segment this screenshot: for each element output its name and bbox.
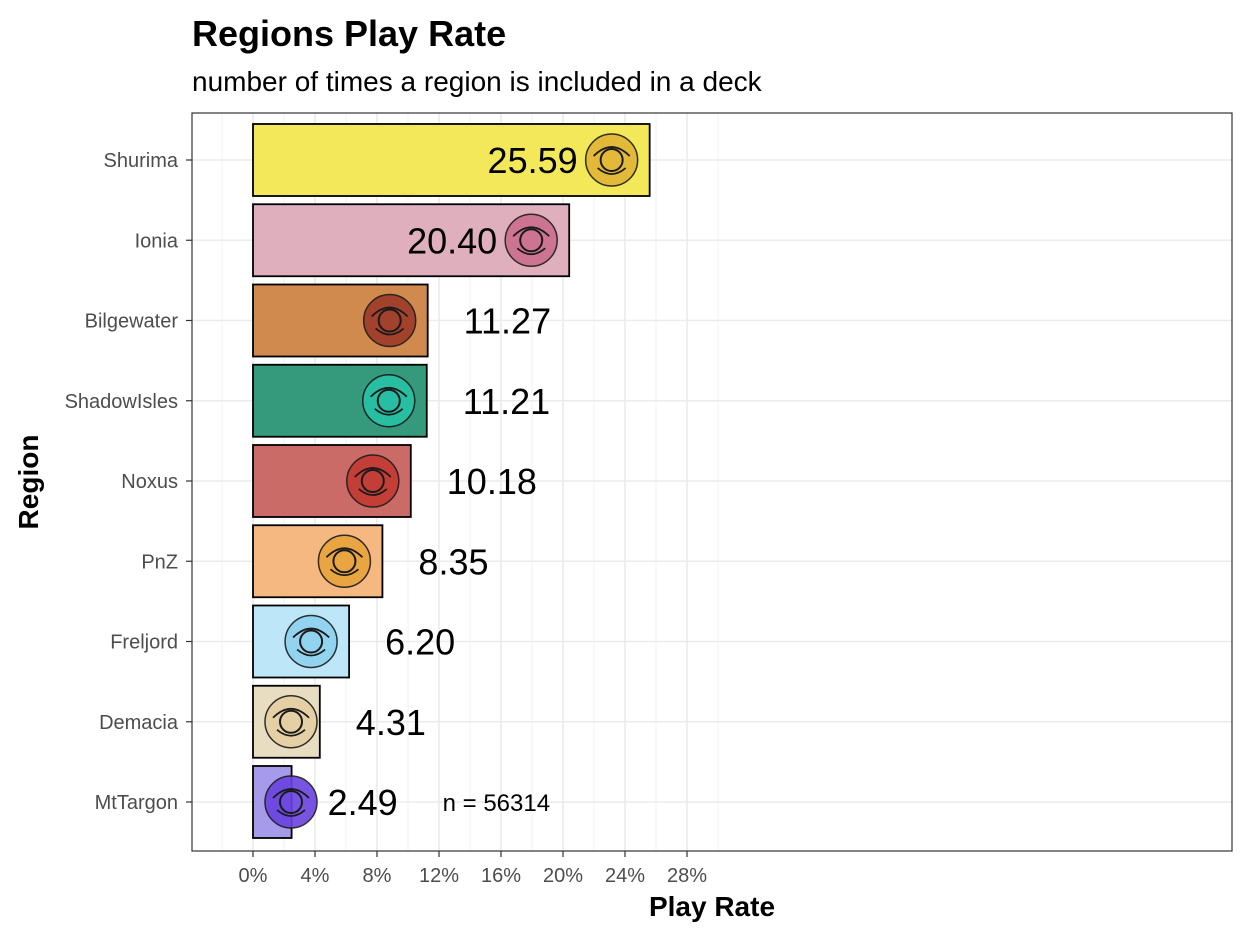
demacia-wings-icon xyxy=(264,695,318,749)
x-tick-label: 28% xyxy=(667,865,707,887)
y-tick-label: Bilgewater xyxy=(85,311,179,333)
freljord-frost-icon xyxy=(284,614,338,669)
bar-value-labels: 25.59 20.40 11.27 11.21 10.18 8.35 6.20 4.31 2.4… xyxy=(328,140,578,823)
y-axis: Shurima Ionia Bilgewater ShadowIsles Noxus Pn… xyxy=(65,150,192,814)
x-tick-label: 24% xyxy=(605,865,645,887)
y-tick-label: Freljord xyxy=(110,632,178,654)
plot-panel: 25.59 20.40 11.27 11.21 10.18 8.35 6.20 4.31 2.4… xyxy=(191,112,1233,852)
y-tick-label: Noxus xyxy=(121,471,178,493)
y-tick-label: MtTargon xyxy=(95,792,178,814)
x-tick-label: 20% xyxy=(543,865,583,887)
x-tick-label: 4% xyxy=(301,865,330,887)
x-tick-label: 12% xyxy=(419,865,459,887)
bar-value-label: 8.35 xyxy=(418,541,488,582)
shurima-sun-emblem-icon xyxy=(584,133,639,187)
bar-shurima xyxy=(252,123,651,197)
y-tick-label: Demacia xyxy=(99,712,179,734)
y-axis-title: Region xyxy=(13,435,44,530)
shadow-isles-flame-eye-icon xyxy=(362,374,416,428)
x-axis-title: Play Rate xyxy=(649,891,775,922)
bar-value-label: 20.40 xyxy=(407,220,497,261)
bar-value-label: 11.27 xyxy=(464,301,551,342)
region-icons xyxy=(264,133,639,829)
y-tick-label: ShadowIsles xyxy=(65,391,178,413)
bar-value-label: 4.31 xyxy=(356,702,426,743)
x-axis: 0% 4% 8% 12% 16% 20% 24% 28% xyxy=(239,851,707,887)
chart-title: Regions Play Rate xyxy=(192,13,506,54)
bar-value-label: 11.21 xyxy=(463,381,550,422)
chart-subtitle: number of times a region is included in … xyxy=(192,66,763,97)
y-tick-label: Shurima xyxy=(104,150,179,172)
bar-value-label: 25.59 xyxy=(488,140,578,181)
bar-value-label: 10.18 xyxy=(447,461,537,502)
bar-value-label: 2.49 xyxy=(328,782,398,823)
x-tick-label: 16% xyxy=(481,865,521,887)
y-tick-label: Ionia xyxy=(135,230,179,252)
sample-size-note: n = 56314 xyxy=(443,790,550,817)
bilgewater-serpent-icon xyxy=(362,293,417,348)
x-tick-label: 8% xyxy=(363,865,392,887)
noxus-helm-icon xyxy=(346,454,400,508)
x-tick-label: 0% xyxy=(239,865,268,887)
y-tick-label: PnZ xyxy=(141,551,178,573)
panel-border xyxy=(191,112,1233,852)
piltover-cog-icon xyxy=(317,534,372,588)
targon-crescent-icon xyxy=(264,775,318,829)
bar-value-label: 6.20 xyxy=(385,622,455,663)
ionia-spirit-swirl-icon xyxy=(504,213,558,267)
